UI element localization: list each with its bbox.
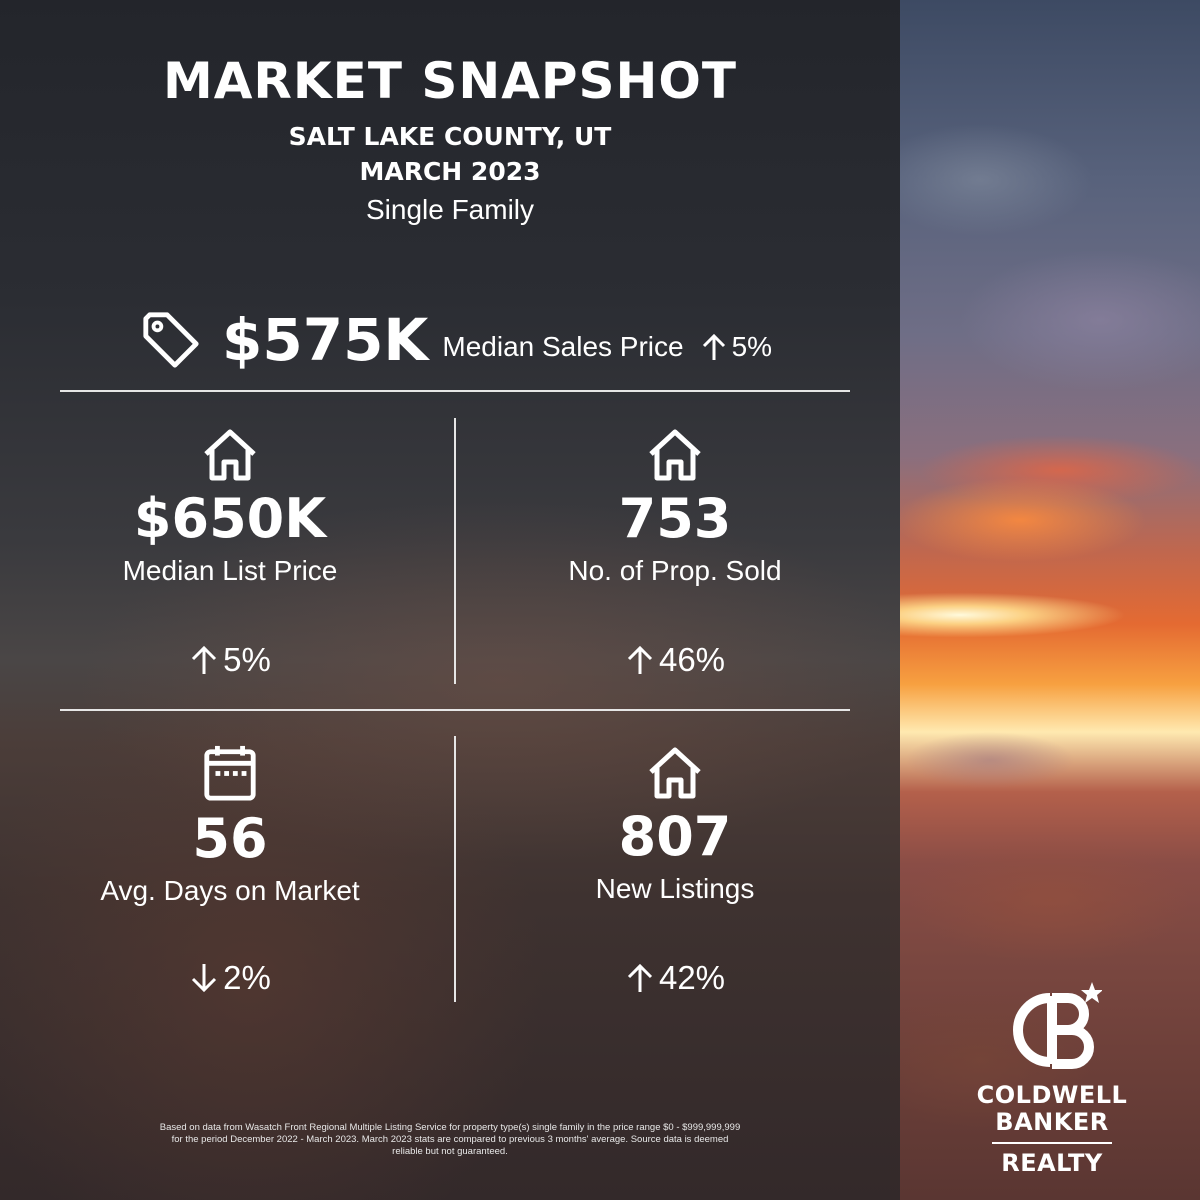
arrow-up-icon: [627, 645, 653, 674]
calendar-icon: [204, 745, 256, 801]
properties-sold-value: 753: [618, 487, 732, 550]
median-sales-price-value: $575K: [222, 306, 429, 374]
stat-properties-sold: 753 No. of Prop. Sold 46%: [477, 428, 873, 688]
arrow-up-icon: [702, 333, 725, 360]
median-sales-price-row: $575K Median Sales Price 5%: [140, 300, 772, 380]
logo-text-realty: REALTY: [1001, 1149, 1103, 1177]
background-sunset-photo: [900, 0, 1200, 1200]
median-sales-price-change: 5%: [700, 317, 772, 363]
arrow-down-icon: [192, 964, 217, 993]
stat-days-on-market: 56 Avg. Days on Market 2%: [32, 744, 428, 1004]
median-sales-price-change-value: 5%: [731, 331, 773, 362]
house-icon: [649, 429, 701, 481]
background-canyon-dusk: [0, 0, 900, 1200]
house-icon: [649, 747, 701, 799]
property-type-subtitle: Single Family: [365, 194, 535, 225]
divider-middle: [60, 709, 850, 711]
days-on-market-change-value: 2%: [223, 959, 271, 996]
logo-text-banker: BANKER: [995, 1108, 1109, 1136]
properties-sold-label: No. of Prop. Sold: [568, 555, 782, 586]
cb-monogram-icon: [1013, 982, 1102, 1069]
location-subtitle: SALT LAKE COUNTY, UT: [288, 122, 612, 151]
canyon-texture: [900, 640, 1200, 1200]
page-title: MARKET SNAPSHOT: [162, 52, 738, 110]
logo-rule: [992, 1142, 1112, 1144]
period-subtitle: MARCH 2023: [359, 157, 541, 186]
median-list-price-change: 5%: [32, 641, 428, 679]
new-listings-change-value: 42%: [658, 959, 726, 996]
house-icon: [204, 429, 256, 481]
median-list-price-label: Median List Price: [122, 555, 338, 586]
properties-sold-change-value: 46%: [658, 641, 726, 678]
coldwell-banker-logo: COLDWELL BANKER REALTY: [962, 978, 1142, 1188]
divider-top: [60, 390, 850, 392]
arrow-up-icon: [192, 645, 217, 674]
disclaimer-line: reliable but not guaranteed.: [392, 1146, 508, 1157]
days-on-market-label: Avg. Days on Market: [100, 875, 360, 906]
median-list-price-change-value: 5%: [223, 641, 271, 678]
divider-vertical-upper: [454, 418, 456, 684]
divider-vertical-lower: [454, 736, 456, 1002]
stat-median-list-price: $650K Median List Price 5%: [32, 428, 428, 688]
days-on-market-change: 2%: [32, 959, 428, 997]
logo-text-coldwell: COLDWELL: [976, 1081, 1128, 1109]
median-list-price-value: $650K: [133, 487, 327, 550]
disclaimer: Based on data from Wasatch Front Regiona…: [140, 1122, 760, 1158]
properties-sold-change: 46%: [477, 641, 873, 679]
arrow-up-icon: [627, 963, 653, 992]
new-listings-change: 42%: [477, 959, 873, 997]
disclaimer-line: Based on data from Wasatch Front Regiona…: [159, 1122, 741, 1133]
new-listings-label: New Listings: [595, 873, 755, 904]
price-tag-icon: [143, 312, 199, 368]
days-on-market-value: 56: [192, 807, 268, 870]
median-sales-price-label: Median Sales Price: [442, 331, 684, 362]
disclaimer-line: for the period December 2022 - March 202…: [171, 1134, 729, 1145]
new-listings-value: 807: [618, 805, 732, 868]
stat-new-listings: 807 New Listings 42%: [477, 746, 873, 1006]
